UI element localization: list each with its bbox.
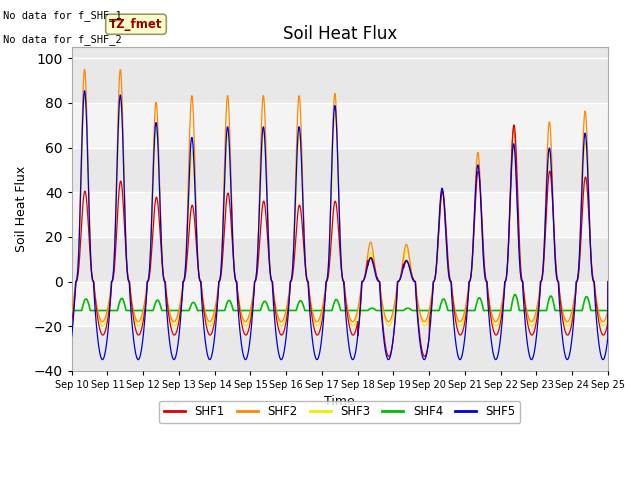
X-axis label: Time: Time — [324, 396, 355, 408]
Y-axis label: Soil Heat Flux: Soil Heat Flux — [15, 166, 28, 252]
Legend: SHF1, SHF2, SHF3, SHF4, SHF5: SHF1, SHF2, SHF3, SHF4, SHF5 — [159, 401, 520, 423]
Bar — [72, 237, 608, 281]
Bar — [72, 326, 608, 371]
Text: TZ_fmet: TZ_fmet — [109, 18, 163, 31]
Title: Soil Heat Flux: Soil Heat Flux — [283, 25, 397, 43]
Bar — [72, 192, 608, 237]
Bar — [72, 148, 608, 192]
Text: No data for f_SHF_2: No data for f_SHF_2 — [3, 34, 122, 45]
Bar — [72, 281, 608, 326]
Bar — [72, 59, 608, 103]
Bar — [72, 103, 608, 148]
Text: No data for f_SHF_1: No data for f_SHF_1 — [3, 10, 122, 21]
